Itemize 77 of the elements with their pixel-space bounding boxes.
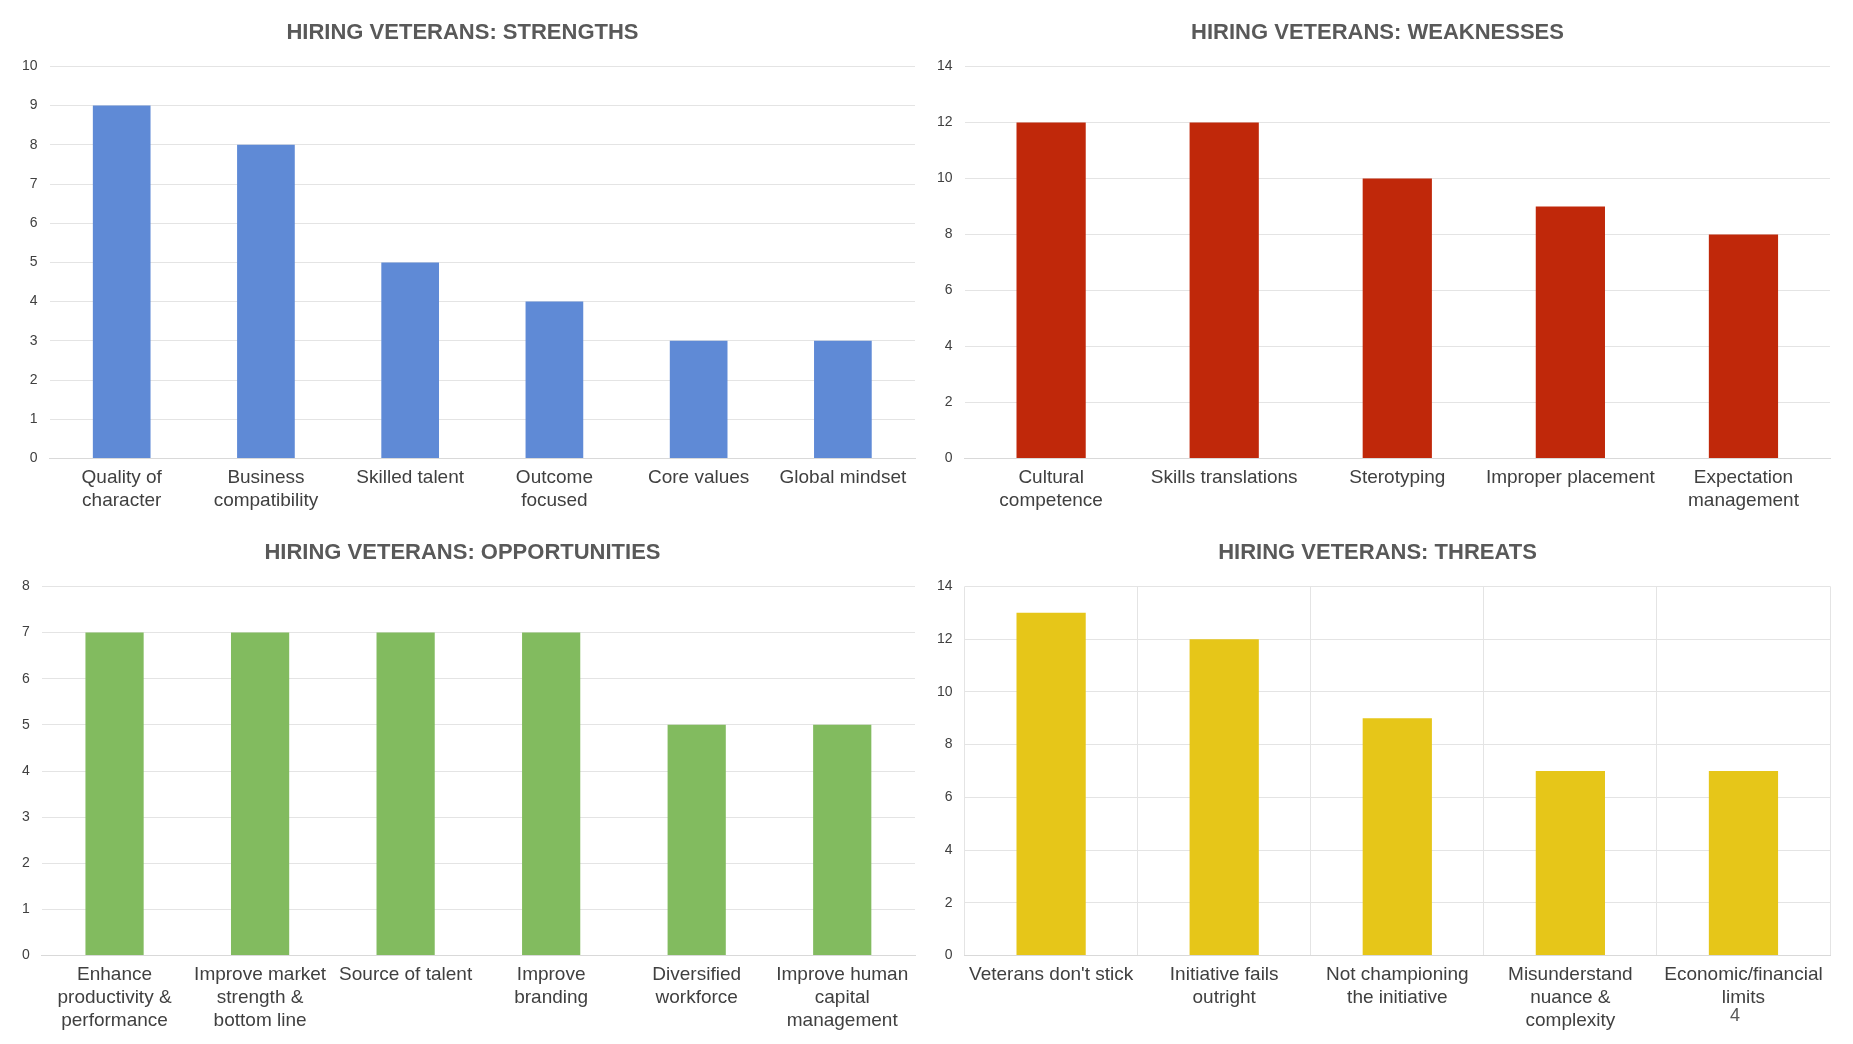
y-tick-label: 4 <box>21 761 30 778</box>
chart-title: HIRING VETERANS: OPPORTUNITIES <box>264 539 661 565</box>
x-tick-label: Initiative fails outright <box>1169 963 1279 1008</box>
y-tick-label: 4 <box>29 292 38 309</box>
bar <box>525 301 584 458</box>
y-tick-label: 10 <box>936 169 953 186</box>
bar <box>1535 771 1605 956</box>
y-tick-label: 9 <box>29 96 38 113</box>
x-tick-label: Skills translations <box>1150 466 1298 488</box>
x-tick-label: Quality of character <box>81 466 163 510</box>
y-tick-label: 2 <box>21 854 30 871</box>
y-tick-label: 1 <box>29 410 38 427</box>
x-tick-label: Veterans don't stick <box>969 963 1134 985</box>
bar <box>1708 234 1779 458</box>
bar <box>814 340 872 458</box>
x-tick-label: Misunderstand nuance & complexity <box>1508 963 1633 1030</box>
bar <box>669 340 728 458</box>
y-tick-label: 4 <box>944 337 953 354</box>
y-tick-label: 6 <box>944 788 953 805</box>
x-tick-label: Not championing the initiative <box>1325 963 1469 1008</box>
y-tick-label: 3 <box>21 808 30 825</box>
y-tick-label: 7 <box>21 623 30 640</box>
bar <box>381 262 440 458</box>
x-tick-label: Business compatibility <box>213 466 319 510</box>
y-tick-label: 5 <box>21 715 30 732</box>
bar <box>1016 612 1086 956</box>
bar <box>1189 639 1259 956</box>
bar <box>1708 771 1779 956</box>
y-tick-label: 5 <box>29 253 38 270</box>
bar <box>1362 178 1432 458</box>
bar <box>1189 122 1259 458</box>
x-tick-label: Enhance productivity & performance <box>57 963 172 1030</box>
y-tick-label: 12 <box>936 113 953 130</box>
y-tick-label: 7 <box>29 174 38 191</box>
y-tick-label: 6 <box>29 214 38 231</box>
y-tick-label: 10 <box>936 682 953 699</box>
y-tick-label: 8 <box>944 735 953 752</box>
y-tick-label: 1 <box>21 900 30 917</box>
bar <box>1535 206 1605 458</box>
x-tick-label: Outcome focused <box>515 466 593 510</box>
y-tick-label: 14 <box>936 57 953 74</box>
y-tick-label: 0 <box>29 449 38 466</box>
y-tick-label: 0 <box>944 946 953 963</box>
y-tick-label: 6 <box>21 669 30 686</box>
chart-title: HIRING VETERANS: WEAKNESSES <box>1191 19 1564 45</box>
y-tick-label: 0 <box>21 946 30 963</box>
x-tick-label: Diversified workforce <box>652 963 742 1008</box>
y-tick-label: 0 <box>944 449 953 466</box>
y-tick-label: 14 <box>936 577 953 594</box>
x-tick-label: Improve human capital management <box>776 963 909 1030</box>
y-tick-label: 8 <box>21 577 30 594</box>
bar <box>237 144 295 458</box>
x-tick-label: Sterotyping <box>1349 466 1446 488</box>
chart-title: HIRING VETERANS: THREATS <box>1218 539 1537 565</box>
y-tick-label: 4 <box>944 840 953 857</box>
y-tick-label: 8 <box>944 225 953 242</box>
x-tick-label: Cultural competence <box>999 466 1103 510</box>
x-tick-label: Improve market strength & bottom line <box>194 963 327 1030</box>
chart-title: HIRING VETERANS: STRENGTHS <box>286 19 639 45</box>
x-tick-label: Skilled talent <box>356 466 465 488</box>
x-tick-label: Source of talent <box>339 963 473 985</box>
x-tick-label: Core values <box>647 466 750 488</box>
y-tick-label: 2 <box>944 893 953 910</box>
y-tick-label: 8 <box>29 135 38 152</box>
x-tick-label: Global mindset <box>779 466 907 488</box>
y-tick-label: 10 <box>21 57 38 74</box>
y-tick-label: 2 <box>944 393 953 410</box>
y-tick-label: 6 <box>944 281 953 298</box>
bar <box>1362 718 1432 956</box>
y-tick-label: 2 <box>29 370 38 387</box>
x-tick-label: Expectation management <box>1688 466 1800 510</box>
x-tick-label: Improve branding <box>514 963 589 1008</box>
x-tick-label: Improper placement <box>1485 466 1656 488</box>
bar <box>92 105 151 458</box>
y-tick-label: 3 <box>29 331 38 348</box>
y-tick-label: 12 <box>936 630 953 646</box>
bar <box>1016 122 1086 458</box>
